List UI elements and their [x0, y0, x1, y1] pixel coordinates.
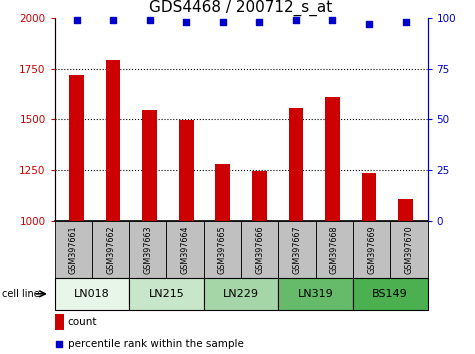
Bar — [216, 164, 230, 221]
Bar — [289, 108, 303, 221]
Text: LN018: LN018 — [74, 289, 110, 299]
Text: GSM397661: GSM397661 — [69, 225, 78, 274]
Bar — [390, 221, 428, 278]
Bar — [361, 173, 376, 221]
Point — [365, 21, 373, 27]
Point — [109, 17, 117, 23]
Text: GSM397664: GSM397664 — [180, 225, 190, 274]
Bar — [353, 278, 428, 310]
Bar — [278, 278, 353, 310]
Bar — [204, 221, 241, 278]
Bar — [92, 221, 129, 278]
Point — [73, 17, 80, 23]
Text: GSM397668: GSM397668 — [330, 225, 339, 274]
Point — [55, 341, 63, 347]
Bar — [204, 278, 278, 310]
Bar — [106, 61, 121, 221]
Text: cell line: cell line — [2, 289, 40, 299]
Bar — [252, 171, 266, 221]
Bar — [129, 221, 167, 278]
Title: GDS4468 / 200712_s_at: GDS4468 / 200712_s_at — [150, 0, 332, 16]
Bar — [55, 314, 64, 330]
Bar — [69, 75, 84, 221]
Bar — [55, 221, 92, 278]
Text: LN215: LN215 — [149, 289, 184, 299]
Bar — [316, 221, 353, 278]
Text: GSM397665: GSM397665 — [218, 225, 227, 274]
Bar — [325, 97, 340, 221]
Point — [182, 19, 190, 24]
Point — [292, 17, 300, 23]
Bar — [278, 221, 316, 278]
Point — [256, 19, 263, 24]
Bar — [167, 221, 204, 278]
Point — [402, 19, 409, 24]
Bar — [241, 221, 278, 278]
Text: percentile rank within the sample: percentile rank within the sample — [67, 339, 244, 349]
Point — [329, 17, 336, 23]
Text: GSM397669: GSM397669 — [367, 225, 376, 274]
Point — [146, 17, 153, 23]
Text: count: count — [67, 317, 97, 327]
Text: LN319: LN319 — [298, 289, 333, 299]
Bar — [142, 110, 157, 221]
Point — [219, 19, 227, 24]
Text: GSM397667: GSM397667 — [293, 225, 302, 274]
Text: GSM397666: GSM397666 — [255, 225, 264, 274]
Text: BS149: BS149 — [372, 289, 408, 299]
Bar — [55, 278, 129, 310]
Text: GSM397670: GSM397670 — [404, 225, 413, 274]
Bar — [353, 221, 390, 278]
Text: GSM397663: GSM397663 — [143, 225, 152, 274]
Bar — [129, 278, 204, 310]
Bar — [179, 120, 193, 221]
Bar — [398, 199, 413, 221]
Text: GSM397662: GSM397662 — [106, 225, 115, 274]
Text: LN229: LN229 — [223, 289, 259, 299]
